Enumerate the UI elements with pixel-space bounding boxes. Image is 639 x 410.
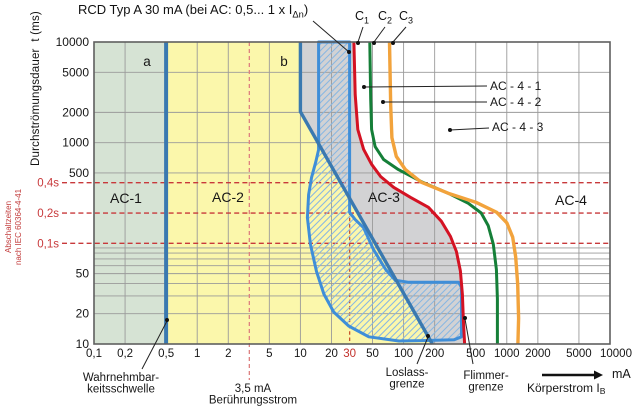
x-tick-0,5: 0,5 — [158, 348, 174, 360]
loslassgrenze-leader — [416, 336, 429, 365]
c3-leader — [392, 26, 407, 43]
ac-4-3-leader — [449, 127, 490, 131]
flimmergrenze-leader-dot — [463, 316, 467, 320]
label-loslassgrenze: Loslass-grenze — [386, 367, 429, 391]
flimmergrenze-leader — [464, 318, 474, 365]
x-tick-5000: 5000 — [566, 348, 592, 360]
zone-label-ac1: AC-1 — [110, 190, 142, 206]
zones — [94, 42, 465, 344]
y-tick-5000: 5000 — [62, 65, 89, 79]
x-tick-2000: 2000 — [525, 348, 551, 360]
figure-title-subscript: Δn — [292, 9, 304, 20]
title-leader — [312, 20, 350, 53]
zone-ac1 — [94, 42, 167, 344]
time-mark-label: 0,4s — [37, 178, 59, 190]
ac-4-3-leader-dot — [448, 128, 452, 132]
curve-label-c3: C3 — [399, 9, 413, 26]
x-axis-unit: mA — [612, 367, 631, 381]
label-beruehrungsstrom: 3,5 mA Berührungsstrom — [209, 383, 297, 407]
x-tick-500: 500 — [466, 348, 485, 360]
x-tick-0,2: 0,2 — [117, 348, 133, 360]
y-tick-50: 50 — [76, 267, 90, 281]
x-tick-20: 20 — [325, 348, 338, 360]
curve-label-b: b — [280, 54, 288, 69]
label-ac-4-1: AC - 4 - 1 — [490, 79, 542, 93]
c2-leader — [373, 26, 386, 43]
x-tick-1: 1 — [194, 348, 200, 360]
x-tick-labels: 0,1 0,2 0,5 1 2 5 10 20 30 50 100 200 500 1000 2000 500… — [86, 348, 632, 360]
leader-lines — [141, 20, 490, 370]
wahrnehmbarkeit-leader — [141, 320, 168, 370]
label-ac-4-2: AC - 4 - 2 — [490, 95, 542, 109]
disconnect-times-note-line2: nach IEC 60364-4-41 — [13, 188, 23, 266]
ac-4-1-leader-dot — [362, 85, 366, 89]
c1-leader — [357, 26, 364, 43]
curve-label-c1-sub: 1 — [364, 15, 370, 26]
curve-label-c3-text: C — [399, 9, 409, 23]
y-tick-1000: 1000 — [62, 136, 89, 150]
curve-label-c2-sub: 2 — [387, 15, 393, 26]
figure-title: RCD Typ A 30 mA (bei AC: 0,5... 1 x IΔn) — [78, 2, 308, 20]
curve-c3 — [387, 41, 521, 345]
label-ac-4-3: AC - 4 - 3 — [492, 120, 544, 134]
label-wahrnehmbarkeitsschwelle: Wahrnehmbar-keitsschwelle — [83, 372, 159, 396]
x-tick-1000: 1000 — [494, 348, 520, 360]
zone-ac3 — [300, 42, 465, 344]
ac-4-1-leader — [363, 85, 488, 88]
time-mark-label: 0,2s — [37, 208, 59, 220]
curve-label-a: a — [143, 54, 151, 69]
wahrnehmbarkeit-leader-dot — [165, 318, 169, 322]
plot-frame — [93, 41, 611, 345]
title-leader-dot — [347, 50, 351, 54]
disconnect-times-note: Abschaltzeiten nach IEC 60364-4-41 — [4, 167, 23, 287]
time-mark-label: 0,1s — [37, 238, 59, 250]
annotations: AC-1 AC-2 AC-3 AC-4 a b AC - 4 - 1 AC - 4 - 2 AC… — [83, 54, 632, 407]
curve-b — [298, 42, 434, 345]
y-tick-2000: 2000 — [62, 105, 89, 119]
c2-leader-dot — [372, 41, 376, 45]
figure-title-close: ) — [303, 2, 309, 17]
label-flimmergrenze: Flimmer-grenze — [463, 370, 509, 394]
x-tick-10: 10 — [294, 348, 307, 360]
y-tick-10: 10 — [76, 337, 90, 351]
x-tick-0,1: 0,1 — [86, 348, 102, 360]
zone-label-ac2: AC-2 — [212, 189, 244, 205]
curve-c1 — [352, 41, 467, 345]
x-axis-label: Körperstrom IB — [527, 381, 606, 396]
x-tick-200: 200 — [425, 348, 444, 360]
figure-title-text: RCD Typ A 30 mA (bei AC: 0,5... 1 x I — [78, 2, 293, 17]
x-tick-50: 50 — [366, 348, 379, 360]
curve-label-c1-text: C — [355, 9, 365, 23]
curves — [164, 41, 521, 345]
c3-leader-dot — [391, 41, 395, 45]
ac-4-2-leader-dot — [381, 100, 385, 104]
x-tick-100: 100 — [394, 348, 413, 360]
x-tick-30: 30 — [343, 348, 356, 360]
rcd-trip-band — [305, 40, 463, 343]
loslassgrenze-leader-dot — [426, 334, 430, 338]
x-tick-2: 2 — [225, 348, 231, 360]
curve-label-c1: C1 — [355, 9, 369, 26]
y-tick-500: 500 — [69, 166, 89, 180]
c1-leader-dot — [356, 41, 360, 45]
curve-label-c2: C2 — [378, 9, 392, 26]
disconnect-times-note-line1: Abschaltzeiten — [4, 200, 13, 254]
zone-ac2 — [166, 42, 433, 344]
y-tick-20: 20 — [76, 307, 90, 321]
curve-label-c3-sub: 3 — [408, 15, 414, 26]
curve-label-c2-text: C — [378, 9, 388, 23]
zone-label-ac3: AC-3 — [368, 189, 400, 205]
y-tick-10000: 10000 — [56, 35, 90, 49]
x-tick-10000: 10000 — [600, 348, 632, 360]
y-axis-title: Durchströmungsdauer t (ms) — [30, 11, 42, 166]
x-tick-5: 5 — [266, 348, 272, 360]
zone-label-ac4: AC-4 — [555, 192, 587, 208]
x-axis-arrow-head — [594, 370, 603, 380]
y-tick-labels: 10000 5000 2000 1000 500 50 20 10 — [56, 35, 90, 351]
